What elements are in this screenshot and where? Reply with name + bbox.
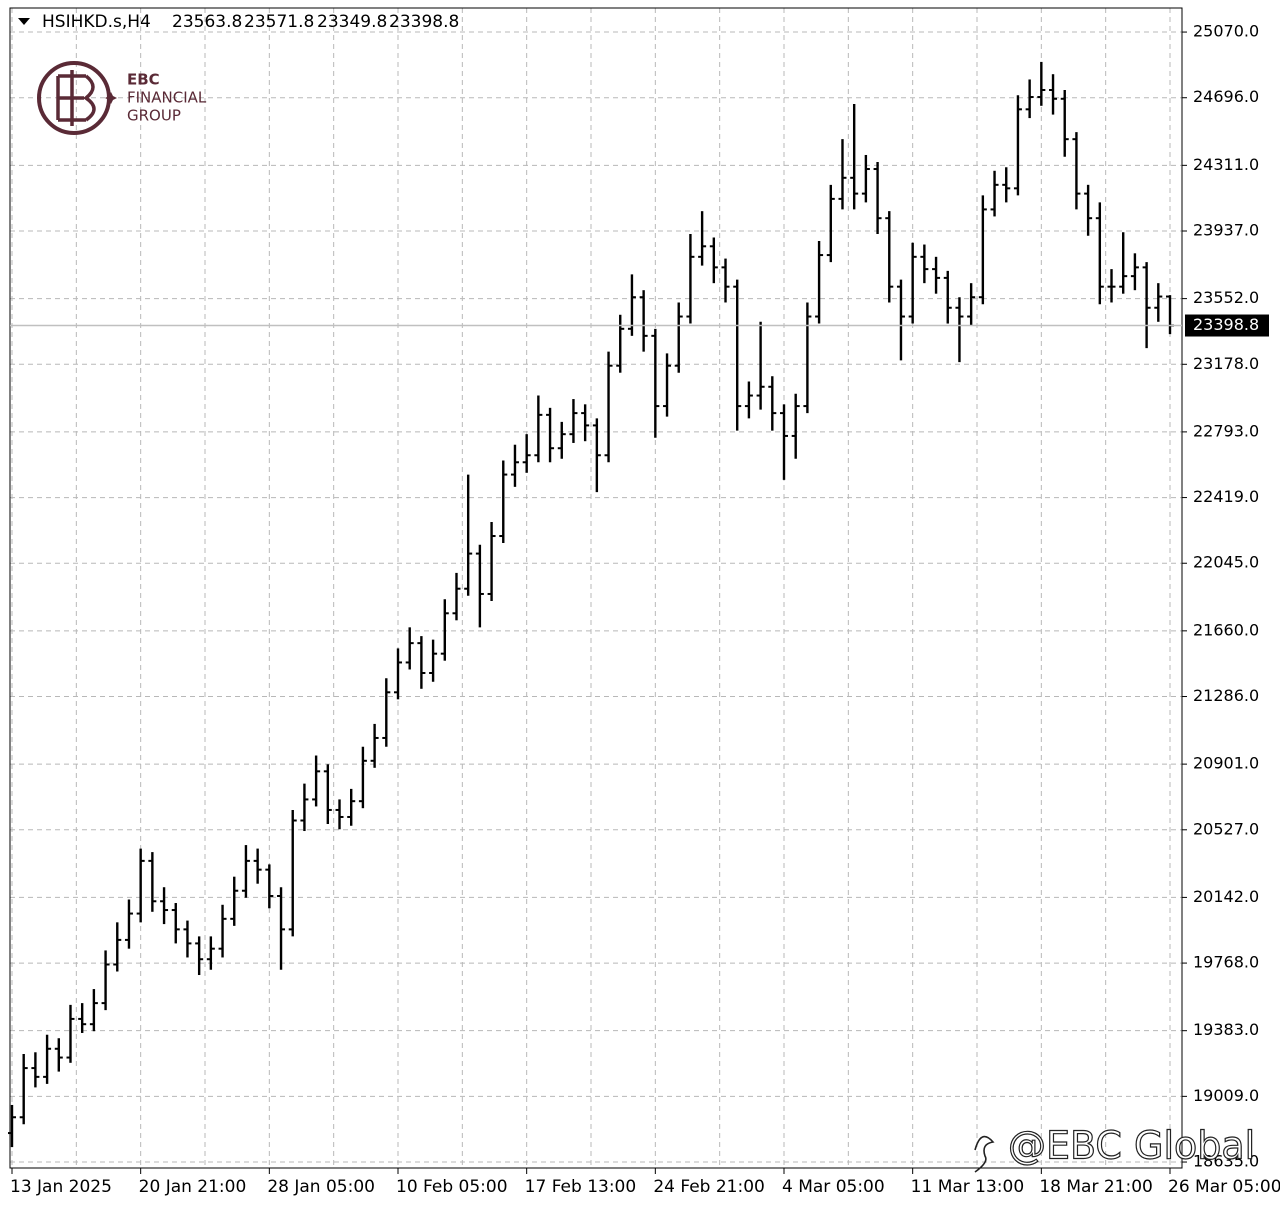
- x-tick-label: 18 Mar 21:00: [1039, 1177, 1153, 1197]
- x-tick-label: 11 Mar 13:00: [911, 1177, 1025, 1197]
- y-tick-label: 22419.0: [1193, 487, 1259, 506]
- x-tick-label: 13 Jan 2025: [10, 1177, 112, 1197]
- y-tick-label: 21660.0: [1193, 620, 1259, 639]
- x-tick-label: 10 Feb 05:00: [396, 1177, 508, 1197]
- logo: EBC FINANCIAL GROUP: [37, 61, 207, 135]
- x-tick-label: 26 Mar 05:00: [1168, 1177, 1280, 1197]
- x-tick-label: 20 Jan 21:00: [139, 1177, 247, 1197]
- y-tick-label: 22045.0: [1193, 553, 1259, 572]
- plot-frame: [9, 7, 1183, 1169]
- x-tick-label: 4 Mar 05:00: [782, 1177, 885, 1197]
- y-tick-label: 20142.0: [1193, 887, 1259, 906]
- logo-text: EBC: [127, 71, 160, 89]
- logo-mark: [56, 70, 96, 126]
- x-tick-label: 28 Jan 05:00: [267, 1177, 375, 1197]
- current-price: 23398.8: [10, 314, 1269, 337]
- current-price-box: [1185, 314, 1269, 337]
- x-tick-label: 17 Feb 13:00: [525, 1177, 637, 1197]
- y-tick-label: 19383.0: [1193, 1020, 1259, 1039]
- header-open: 23563.8: [172, 12, 242, 32]
- y-tick-label: 19768.0: [1193, 953, 1259, 972]
- x-axis: 13 Jan 2025 20 Jan 21:00 28 Jan 05:00 10 Fe…: [10, 1168, 1280, 1197]
- y-axis: 25070.0 24696.0 24311.0 23937.0 23552.0 23178…: [1182, 22, 1259, 1171]
- grid: [10, 8, 1182, 1168]
- watermark-icon: [974, 1135, 995, 1173]
- y-tick-label: 20527.0: [1193, 819, 1259, 838]
- header-low: 23349.8: [317, 12, 387, 32]
- y-tick-label: 20901.0: [1193, 754, 1259, 773]
- watermark: @EBC Global: [1008, 1124, 1255, 1168]
- y-tick-label: 23178.0: [1193, 354, 1259, 373]
- logo-text: FINANCIAL: [127, 89, 207, 107]
- x-tick-label: 24 Feb 21:00: [653, 1177, 765, 1197]
- current-price-label: 23398.8: [1193, 315, 1259, 334]
- header: HSIHKD.s,H4 23563.8 23571.8 23349.8 2339…: [18, 12, 459, 32]
- logo-text: GROUP: [127, 107, 181, 125]
- header-close: 23398.8: [389, 12, 459, 32]
- y-tick-label: 23552.0: [1193, 288, 1259, 307]
- y-tick-label: 24696.0: [1193, 87, 1259, 106]
- y-tick-label: 24311.0: [1193, 155, 1259, 174]
- y-tick-label: 22793.0: [1193, 421, 1259, 440]
- y-tick-label: 21286.0: [1193, 686, 1259, 705]
- symbol-title: HSIHKD.s,H4: [42, 12, 151, 32]
- logo-star: [105, 92, 117, 104]
- header-arrow: [18, 18, 30, 25]
- bars: [8, 61, 1174, 1148]
- header-high: 23571.8: [244, 12, 314, 32]
- y-tick-label: 18635.0: [1193, 1152, 1259, 1171]
- y-tick-label: 23937.0: [1193, 221, 1259, 240]
- y-tick-label: 25070.0: [1193, 22, 1259, 41]
- y-tick-label: 19009.0: [1193, 1086, 1259, 1105]
